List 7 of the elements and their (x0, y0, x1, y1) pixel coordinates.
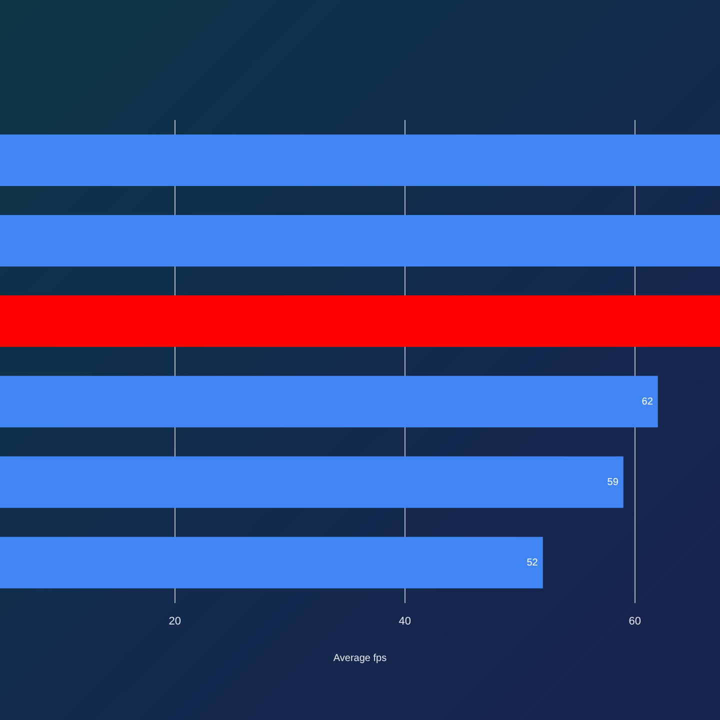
x-axis-title: Average fps (333, 652, 387, 664)
data-label: 52 (526, 557, 538, 568)
data-label: 59 (607, 476, 619, 488)
x-tick-label: 20 (168, 615, 181, 628)
x-tick-label: 60 (628, 615, 642, 628)
data-label: 62 (642, 396, 654, 408)
x-tick-label: 40 (398, 615, 411, 628)
